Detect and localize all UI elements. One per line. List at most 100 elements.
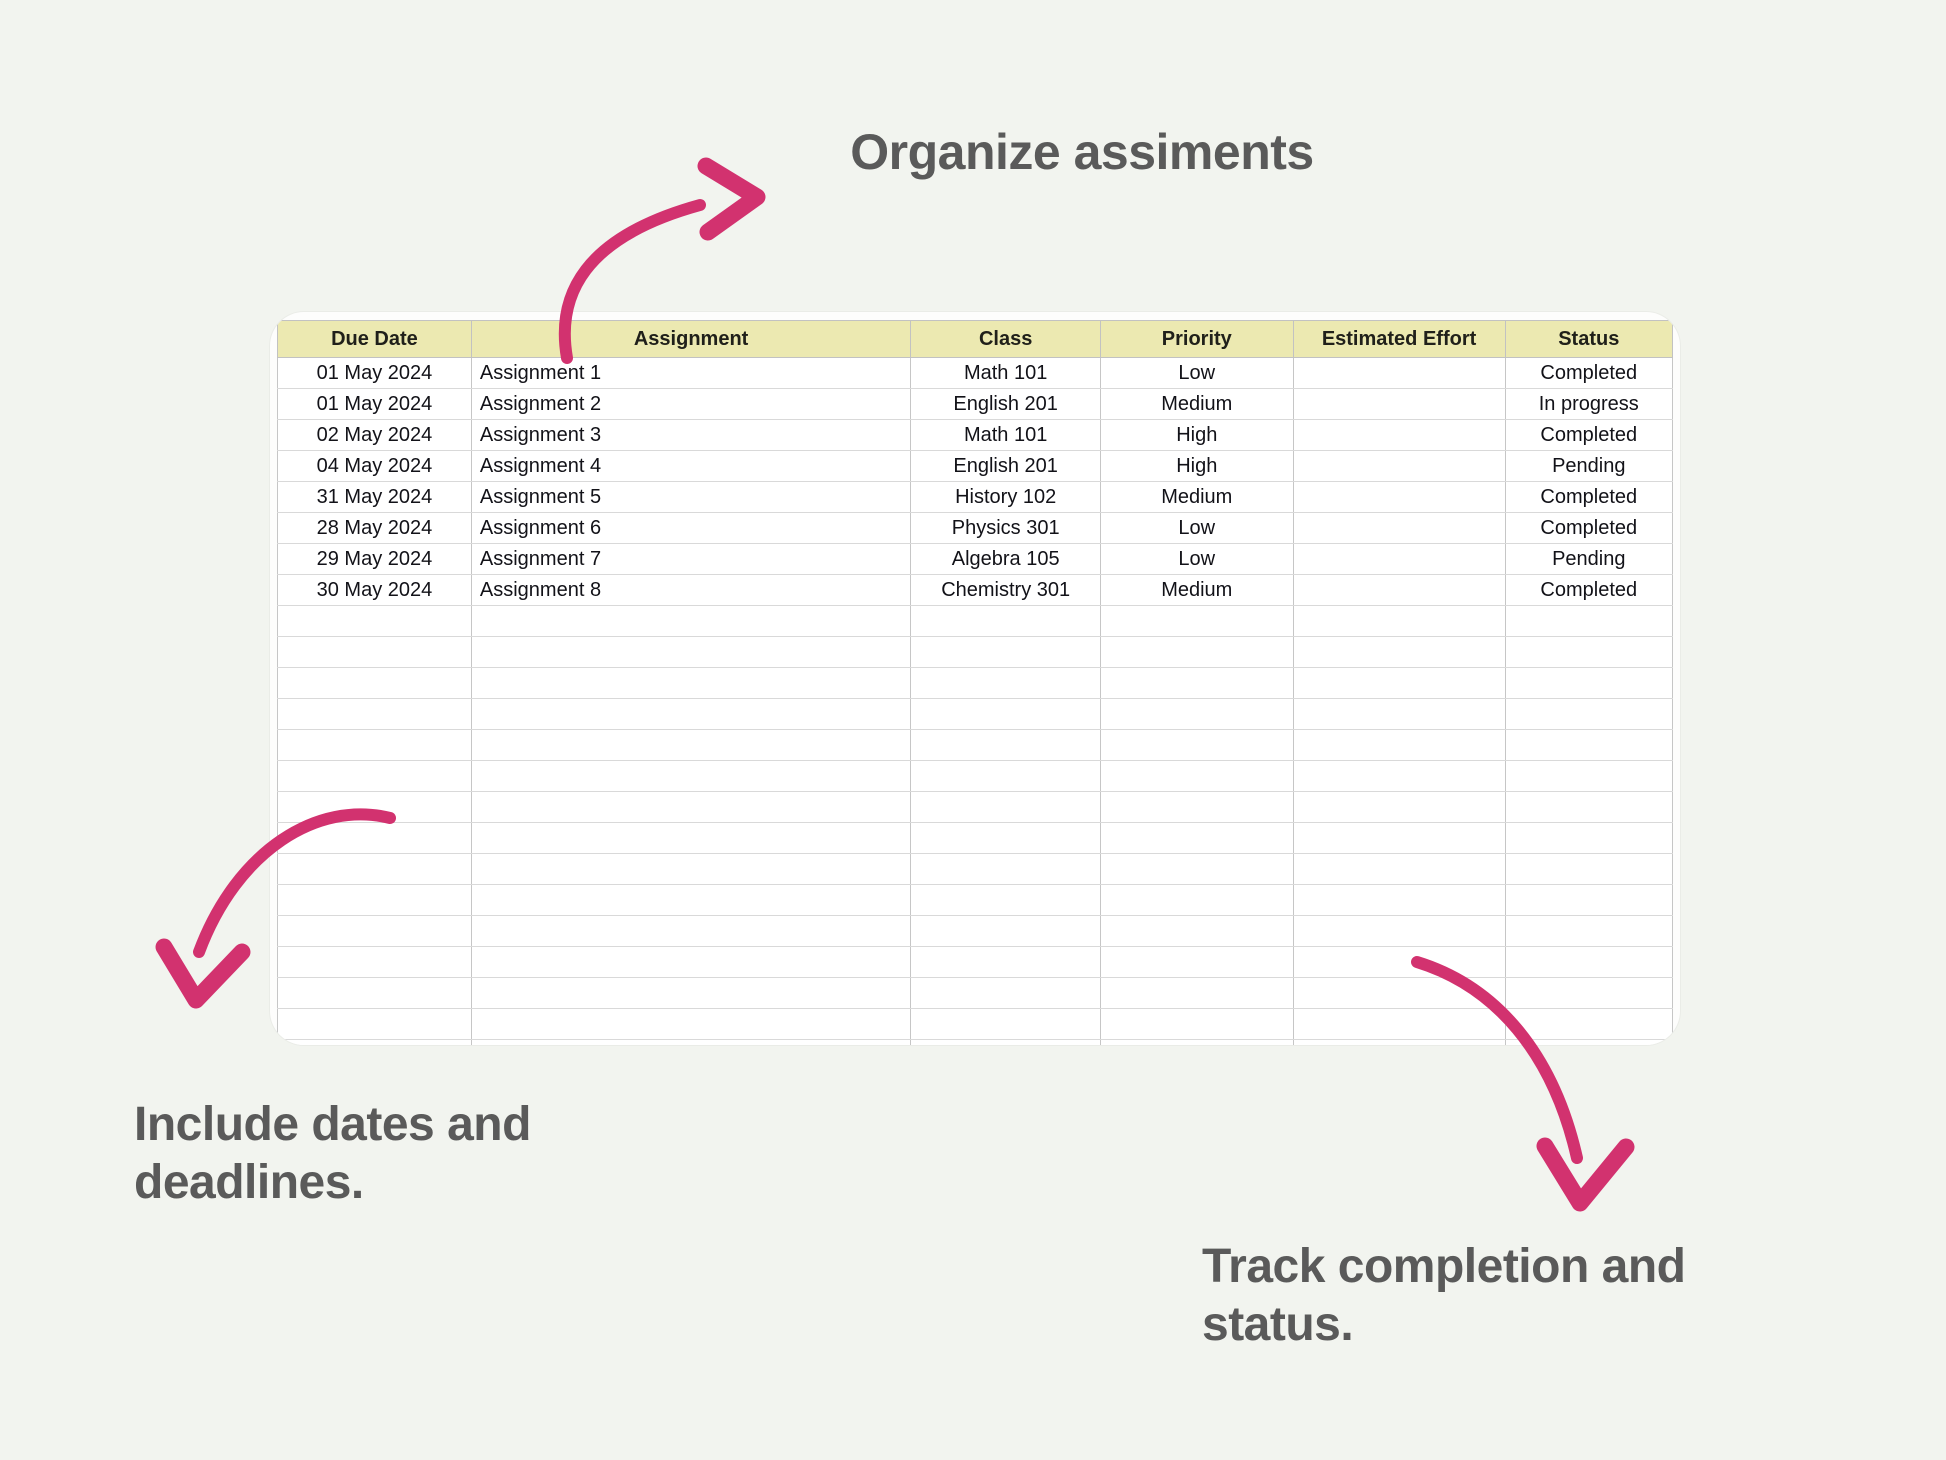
priority-cell[interactable]: Low xyxy=(1100,543,1294,575)
due-date-cell[interactable] xyxy=(277,1008,472,1040)
due-date-cell[interactable] xyxy=(277,977,472,1009)
class-cell[interactable]: Chemistry 301 xyxy=(910,574,1102,606)
estimated-effort-cell[interactable] xyxy=(1292,884,1506,916)
assignment-cell[interactable]: Assignment 5 xyxy=(470,481,912,513)
assignment-cell[interactable] xyxy=(470,667,912,699)
due-date-cell[interactable] xyxy=(277,1039,472,1045)
class-cell[interactable] xyxy=(910,636,1102,668)
class-cell[interactable]: English 201 xyxy=(910,388,1102,420)
assignment-cell[interactable] xyxy=(470,884,912,916)
class-cell[interactable] xyxy=(910,698,1102,730)
status-cell[interactable] xyxy=(1504,1039,1674,1045)
status-cell[interactable] xyxy=(1504,698,1674,730)
assignment-cell[interactable] xyxy=(470,760,912,792)
priority-cell[interactable] xyxy=(1100,791,1294,823)
assignment-cell[interactable] xyxy=(470,915,912,947)
priority-cell[interactable] xyxy=(1100,946,1294,978)
class-cell[interactable]: English 201 xyxy=(910,450,1102,482)
assignment-cell[interactable] xyxy=(470,853,912,885)
status-cell[interactable]: Pending xyxy=(1504,450,1674,482)
assignment-cell[interactable] xyxy=(470,605,912,637)
status-cell[interactable] xyxy=(1504,822,1674,854)
status-cell[interactable] xyxy=(1504,977,1674,1009)
priority-cell[interactable] xyxy=(1100,698,1294,730)
status-cell[interactable] xyxy=(1504,605,1674,637)
assignment-cell[interactable] xyxy=(470,822,912,854)
class-cell[interactable] xyxy=(910,884,1102,916)
priority-cell[interactable]: Medium xyxy=(1100,388,1294,420)
due-date-cell[interactable] xyxy=(277,791,472,823)
priority-cell[interactable]: High xyxy=(1100,450,1294,482)
estimated-effort-cell[interactable] xyxy=(1292,977,1506,1009)
due-date-cell[interactable]: 04 May 2024 xyxy=(277,450,472,482)
estimated-effort-cell[interactable] xyxy=(1292,636,1506,668)
status-cell[interactable] xyxy=(1504,729,1674,761)
class-cell[interactable] xyxy=(910,605,1102,637)
class-cell[interactable] xyxy=(910,760,1102,792)
priority-cell[interactable]: Low xyxy=(1100,357,1294,389)
priority-cell[interactable] xyxy=(1100,760,1294,792)
due-date-cell[interactable]: 02 May 2024 xyxy=(277,419,472,451)
status-cell[interactable]: Completed xyxy=(1504,512,1674,544)
priority-cell[interactable]: Medium xyxy=(1100,574,1294,606)
due-date-cell[interactable] xyxy=(277,605,472,637)
priority-cell[interactable] xyxy=(1100,822,1294,854)
estimated-effort-cell[interactable] xyxy=(1292,543,1506,575)
status-cell[interactable]: Completed xyxy=(1504,357,1674,389)
priority-cell[interactable] xyxy=(1100,977,1294,1009)
status-cell[interactable] xyxy=(1504,636,1674,668)
priority-cell[interactable] xyxy=(1100,1008,1294,1040)
due-date-cell[interactable] xyxy=(277,636,472,668)
estimated-effort-cell[interactable] xyxy=(1292,481,1506,513)
estimated-effort-cell[interactable] xyxy=(1292,450,1506,482)
due-date-cell[interactable]: 31 May 2024 xyxy=(277,481,472,513)
due-date-cell[interactable] xyxy=(277,946,472,978)
status-cell[interactable]: In progress xyxy=(1504,388,1674,420)
priority-cell[interactable]: High xyxy=(1100,419,1294,451)
due-date-cell[interactable] xyxy=(277,884,472,916)
estimated-effort-cell[interactable] xyxy=(1292,419,1506,451)
column-header-status[interactable]: Status xyxy=(1504,320,1674,358)
priority-cell[interactable] xyxy=(1100,667,1294,699)
assignment-cell[interactable] xyxy=(470,729,912,761)
class-cell[interactable]: History 102 xyxy=(910,481,1102,513)
class-cell[interactable] xyxy=(910,853,1102,885)
estimated-effort-cell[interactable] xyxy=(1292,698,1506,730)
assignment-cell[interactable]: Assignment 6 xyxy=(470,512,912,544)
due-date-cell[interactable] xyxy=(277,729,472,761)
class-cell[interactable] xyxy=(910,946,1102,978)
estimated-effort-cell[interactable] xyxy=(1292,512,1506,544)
class-cell[interactable]: Physics 301 xyxy=(910,512,1102,544)
class-cell[interactable] xyxy=(910,729,1102,761)
due-date-cell[interactable] xyxy=(277,822,472,854)
estimated-effort-cell[interactable] xyxy=(1292,667,1506,699)
estimated-effort-cell[interactable] xyxy=(1292,357,1506,389)
estimated-effort-cell[interactable] xyxy=(1292,574,1506,606)
class-cell[interactable]: Algebra 105 xyxy=(910,543,1102,575)
due-date-cell[interactable] xyxy=(277,698,472,730)
status-cell[interactable] xyxy=(1504,791,1674,823)
priority-cell[interactable] xyxy=(1100,853,1294,885)
due-date-cell[interactable] xyxy=(277,853,472,885)
priority-cell[interactable]: Low xyxy=(1100,512,1294,544)
column-header-estimated-effort[interactable]: Estimated Effort xyxy=(1292,320,1506,358)
assignment-cell[interactable]: Assignment 2 xyxy=(470,388,912,420)
class-cell[interactable] xyxy=(910,977,1102,1009)
due-date-cell[interactable] xyxy=(277,760,472,792)
assignment-cell[interactable] xyxy=(470,1008,912,1040)
assignment-cell[interactable]: Assignment 1 xyxy=(470,357,912,389)
estimated-effort-cell[interactable] xyxy=(1292,760,1506,792)
column-header-assignment[interactable]: Assignment xyxy=(470,320,912,358)
estimated-effort-cell[interactable] xyxy=(1292,915,1506,947)
estimated-effort-cell[interactable] xyxy=(1292,946,1506,978)
estimated-effort-cell[interactable] xyxy=(1292,729,1506,761)
priority-cell[interactable]: Medium xyxy=(1100,481,1294,513)
assignment-cell[interactable] xyxy=(470,698,912,730)
status-cell[interactable] xyxy=(1504,853,1674,885)
estimated-effort-cell[interactable] xyxy=(1292,822,1506,854)
assignment-cell[interactable] xyxy=(470,1039,912,1045)
status-cell[interactable] xyxy=(1504,946,1674,978)
class-cell[interactable] xyxy=(910,822,1102,854)
class-cell[interactable] xyxy=(910,1039,1102,1045)
status-cell[interactable] xyxy=(1504,760,1674,792)
